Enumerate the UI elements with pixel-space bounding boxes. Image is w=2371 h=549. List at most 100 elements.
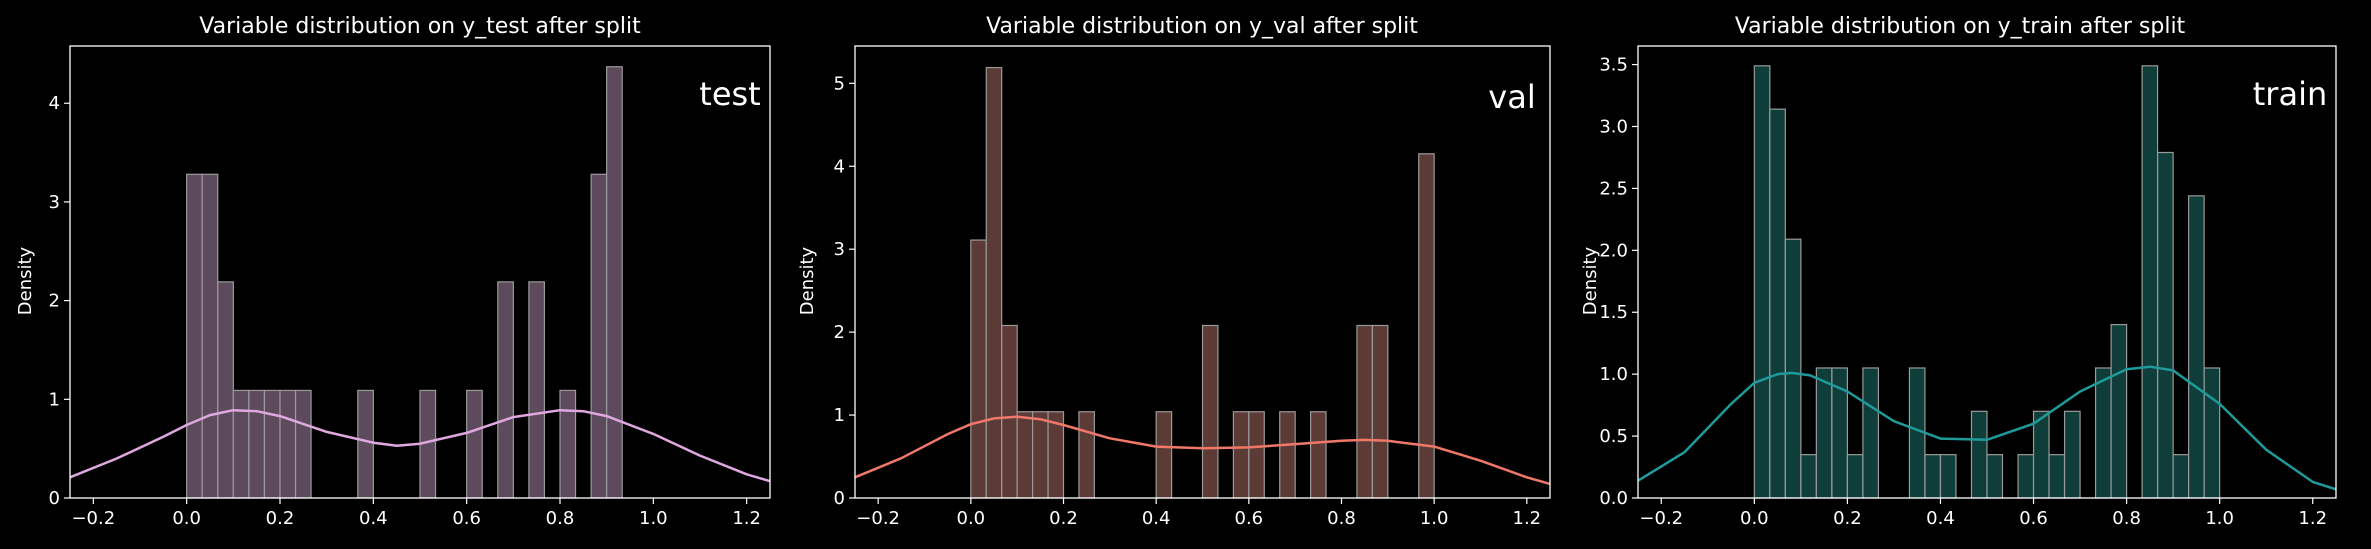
histogram-bar bbox=[2141, 65, 2159, 499]
histogram-bar bbox=[590, 173, 608, 499]
histogram-bar bbox=[1769, 108, 1786, 499]
x-tick-label: 1.0 bbox=[1420, 508, 1449, 529]
axes-frame bbox=[1637, 45, 2337, 499]
y-tick-label: 4 bbox=[49, 93, 60, 114]
x-tick-label: 1.0 bbox=[639, 508, 668, 529]
histogram-bar bbox=[1846, 454, 1864, 499]
axes-frame bbox=[854, 45, 1551, 499]
histogram-bar bbox=[2110, 324, 2128, 499]
x-tick-label: 1.2 bbox=[2298, 508, 2327, 529]
x-tick-label: 0.8 bbox=[2112, 508, 2141, 529]
y-axis-label: Density bbox=[797, 246, 818, 315]
panel-annotation: val bbox=[1488, 78, 1535, 116]
x-tick-label: 0.2 bbox=[266, 508, 295, 529]
x-tick-label: 0.0 bbox=[172, 508, 201, 529]
x-tick-label: 0.0 bbox=[1740, 508, 1769, 529]
histogram-bar bbox=[2017, 454, 2035, 499]
histogram-bar bbox=[248, 389, 266, 499]
histogram-bar bbox=[559, 389, 577, 499]
histogram-bar bbox=[2063, 410, 2081, 499]
histogram-bar bbox=[985, 66, 1003, 499]
chart-panel-val: Variable distribution on y_val after spl… bbox=[797, 14, 1551, 529]
histogram-bar bbox=[186, 173, 203, 499]
y-tick-label: 2.0 bbox=[1599, 240, 1628, 261]
histogram-bar bbox=[1309, 411, 1327, 499]
plot-area: −0.2 0.0 0.2 0.4 0.6 0.8 1.0 1.2 0 1 2 3 4 5 val bbox=[834, 45, 1551, 529]
x-tick-label: 0.0 bbox=[957, 508, 986, 529]
x-tick-label: 0.4 bbox=[359, 508, 388, 529]
x-tick-label: 1.0 bbox=[2205, 508, 2234, 529]
histogram-bar bbox=[1784, 238, 1802, 499]
y-tick-label: 1 bbox=[834, 405, 845, 426]
y-tick-label: 1 bbox=[49, 389, 60, 410]
histogram-bar bbox=[201, 173, 219, 499]
histogram-bar bbox=[1016, 411, 1034, 499]
y-tick-label: 3 bbox=[834, 239, 845, 260]
x-tick-label: 0.6 bbox=[452, 508, 481, 529]
histogram-bar bbox=[1001, 324, 1018, 499]
kde-line bbox=[1637, 365, 2337, 491]
histogram-bar bbox=[1078, 411, 1095, 499]
histogram-bar bbox=[1939, 454, 1957, 499]
histogram-bar bbox=[497, 281, 514, 499]
kde-line bbox=[69, 408, 771, 483]
y-tick-label: 1.5 bbox=[1599, 302, 1628, 323]
histogram-bar bbox=[2157, 151, 2174, 499]
x-tick-label: 1.2 bbox=[1513, 508, 1542, 529]
y-tick-label: 1.0 bbox=[1599, 364, 1628, 385]
x-tick-label: 0.2 bbox=[1833, 508, 1862, 529]
y-tick-label: 4 bbox=[834, 156, 845, 177]
y-tick-label: 2 bbox=[49, 291, 60, 312]
histogram-bar bbox=[1815, 367, 1833, 499]
chart-title: Variable distribution on y_test after sp… bbox=[199, 14, 641, 39]
histogram-bar bbox=[1800, 454, 1817, 499]
kde-line bbox=[854, 415, 1551, 486]
chart-title: Variable distribution on y_train after s… bbox=[1735, 14, 2186, 39]
histogram-bar bbox=[1155, 411, 1173, 499]
histogram-bar bbox=[1862, 367, 1879, 499]
histogram-bar bbox=[357, 389, 374, 499]
histogram-bar bbox=[1986, 454, 2004, 499]
x-tick-label: 0.8 bbox=[1327, 508, 1356, 529]
y-tick-label: 0 bbox=[49, 488, 60, 509]
x-tick-label: 0.2 bbox=[1049, 508, 1078, 529]
histogram-bar bbox=[279, 389, 297, 499]
y-tick-label: 0 bbox=[834, 488, 845, 509]
chart-panel-train: Variable distribution on y_train after s… bbox=[1580, 14, 2337, 529]
panel-annotation: train bbox=[2253, 75, 2327, 113]
y-axis-label: Density bbox=[1580, 246, 1601, 315]
x-tick-label: 0.6 bbox=[1235, 508, 1264, 529]
y-tick-label: 2.5 bbox=[1599, 178, 1628, 199]
histogram-bar bbox=[1356, 324, 1373, 499]
axes-frame bbox=[69, 45, 771, 499]
panel-annotation: test bbox=[699, 75, 760, 113]
histogram-bar bbox=[606, 66, 623, 499]
histogram-bar bbox=[1201, 324, 1219, 499]
histogram-bar bbox=[466, 389, 483, 499]
histogram-bar bbox=[1371, 324, 1389, 499]
histogram-bar bbox=[2048, 454, 2066, 499]
chart-panel-test: Variable distribution on y_test after sp… bbox=[15, 14, 771, 529]
x-tick-label: −0.2 bbox=[856, 508, 900, 529]
histogram-bar bbox=[2032, 410, 2050, 499]
histogram-bar bbox=[232, 389, 250, 499]
chart-title: Variable distribution on y_val after spl… bbox=[986, 14, 1418, 39]
x-tick-label: −0.2 bbox=[71, 508, 115, 529]
x-tick-label: 0.8 bbox=[546, 508, 575, 529]
histogram-bar bbox=[1970, 410, 1988, 499]
histogram-bar bbox=[263, 389, 281, 499]
histogram-bar bbox=[1279, 411, 1296, 499]
x-tick-label: 0.6 bbox=[2019, 508, 2048, 529]
x-tick-label: 1.2 bbox=[732, 508, 761, 529]
histogram-bar bbox=[2188, 195, 2205, 499]
y-tick-label: 3 bbox=[49, 192, 60, 213]
histogram-bar bbox=[528, 281, 546, 499]
x-tick-label: 0.4 bbox=[1142, 508, 1171, 529]
y-axis-label: Density bbox=[15, 246, 36, 315]
histogram-bar bbox=[2094, 367, 2112, 499]
histogram-bar bbox=[1232, 411, 1250, 499]
y-tick-label: 3.0 bbox=[1599, 116, 1628, 137]
plot-area: −0.2 0.0 0.2 0.4 0.6 0.8 1.0 1.2 0.0 0.5 1.0 1.5 2.0… bbox=[1599, 45, 2337, 529]
histogram-bar bbox=[2203, 367, 2221, 499]
